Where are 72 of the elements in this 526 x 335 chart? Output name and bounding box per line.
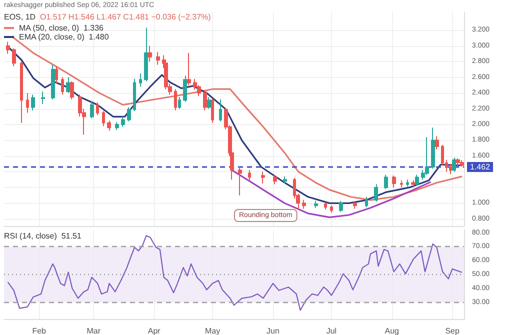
candlestick: [90, 100, 94, 119]
candlestick: [207, 96, 211, 110]
candlestick: [406, 179, 409, 188]
candlestick: [115, 122, 119, 131]
line-series: [231, 169, 432, 218]
candlestick: [283, 176, 287, 184]
candlestick: [339, 200, 343, 212]
candlestick: [61, 76, 64, 96]
candlestick: [55, 66, 58, 84]
chart-subtitle: O1.517 H1.546 L1.467 C1.481 −0.036 (−2.37%): [40, 12, 212, 22]
x-tick-label: Aug: [384, 326, 399, 335]
x-tick-label: Jul: [326, 326, 337, 335]
candlestick: [174, 88, 177, 111]
x-tick-label: Jun: [266, 326, 280, 335]
candlestick: [20, 61, 23, 124]
candlestick: [148, 45, 152, 62]
candlestick: [107, 120, 111, 132]
candlestick: [139, 72, 142, 88]
candlestick: [102, 110, 105, 127]
candlestick: [324, 202, 327, 210]
candlestick: [374, 184, 378, 202]
candlestick: [96, 102, 99, 116]
candlestick: [302, 200, 306, 210]
candlestick: [219, 98, 222, 122]
candlestick: [452, 157, 456, 172]
candlestick: [51, 64, 55, 100]
x-tick-label: Apr: [148, 326, 161, 335]
candlestick: [261, 171, 265, 184]
candlestick: [384, 174, 388, 190]
candlestick: [392, 175, 396, 188]
candlestick: [31, 94, 35, 111]
candlestick: [66, 76, 70, 94]
candlestick: [353, 201, 357, 210]
candlestick: [211, 98, 214, 124]
legend-label: EMA (20, close, 0) 1.480: [19, 32, 110, 42]
candlestick: [314, 200, 318, 208]
chart-title: EOS, 1D: [4, 12, 36, 22]
candlestick: [400, 180, 403, 188]
candlestick: [415, 174, 419, 186]
candlestick: [248, 170, 251, 182]
x-tick-label: Sep: [445, 326, 460, 335]
x-tick-label: Feb: [32, 326, 47, 335]
candlestick: [203, 90, 207, 111]
candlestick: [121, 116, 125, 128]
candlestick: [26, 92, 29, 114]
x-tick-label: Mar: [86, 326, 101, 335]
legend-label: MA (50, close, 0) 1.336: [19, 24, 104, 32]
candlestick: [435, 136, 439, 150]
candlestick: [460, 160, 464, 167]
candlestick: [187, 52, 191, 86]
candlestick: [70, 80, 74, 100]
candlestick: [12, 48, 16, 67]
candlestick: [156, 52, 160, 66]
x-tick-label: May: [204, 326, 220, 335]
ref-line-label: 1.462: [470, 162, 491, 172]
candlestick: [330, 205, 333, 214]
candlestick: [178, 96, 181, 110]
candlestick: [449, 163, 452, 175]
candlestick: [431, 127, 435, 170]
candlestick: [133, 78, 136, 112]
candlestick: [273, 174, 277, 185]
candlestick: [41, 90, 45, 105]
candlestick: [365, 196, 368, 208]
candlestick: [238, 166, 242, 196]
chart-title: RSI (14, close) 51.51: [4, 232, 82, 240]
candlestick: [411, 180, 415, 188]
candlestick: [456, 158, 460, 167]
candlestick: [144, 27, 148, 82]
candlestick: [6, 41, 10, 54]
candlestick: [127, 106, 131, 122]
candlestick: [425, 136, 429, 176]
candlestick: [183, 75, 187, 102]
